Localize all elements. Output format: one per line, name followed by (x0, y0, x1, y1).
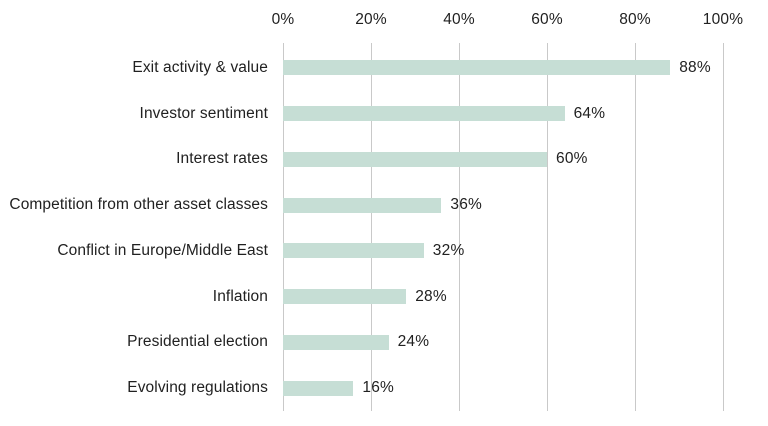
bar (283, 60, 671, 76)
bar (283, 243, 424, 259)
category-label: Presidential election (127, 333, 268, 351)
bar-zone: 60% (283, 150, 588, 168)
value-label: 60% (556, 150, 588, 168)
bar-zone: 28% (283, 288, 447, 306)
category-label: Interest rates (176, 150, 268, 168)
gridline (459, 43, 460, 411)
bar-zone: 24% (283, 333, 429, 351)
chart-row: Competition from other asset classes 36% (0, 182, 768, 228)
x-axis-tick-label: 60% (531, 11, 563, 28)
bar-zone: 36% (283, 196, 482, 214)
bar (283, 197, 442, 213)
category-label: Evolving regulations (127, 379, 268, 397)
plot-area (283, 43, 724, 411)
value-label: 64% (573, 104, 606, 122)
x-axis-tick-label: 20% (355, 11, 387, 28)
bar-zone: 16% (283, 379, 394, 397)
x-axis-tick-label: 100% (702, 11, 744, 28)
category-label: Conflict in Europe/Middle East (57, 241, 268, 259)
value-label: 24% (397, 333, 430, 351)
bar-zone: 64% (283, 105, 605, 123)
category-label: Competition from other asset classes (9, 196, 268, 214)
gridline (635, 43, 636, 411)
gridline (283, 43, 284, 411)
bar-zone: 88% (283, 59, 711, 77)
bar (283, 289, 407, 305)
bar (283, 380, 354, 396)
gridline (547, 43, 548, 411)
x-axis: 0% 20% 40% 60% 80% 100% (272, 11, 743, 31)
chart-row: Conflict in Europe/Middle East 32% (0, 228, 768, 274)
chart-rows: Exit activity & value 88% Investor sentime… (0, 45, 768, 411)
category-label: Investor sentiment (139, 104, 268, 122)
chart-row: Interest rates 60% (0, 137, 768, 183)
value-label: 16% (362, 379, 395, 397)
bar (283, 106, 565, 122)
gridline (723, 43, 724, 411)
bar-zone: 32% (283, 242, 464, 260)
value-label: 28% (415, 287, 447, 305)
x-axis-tick-label: 0% (271, 11, 295, 28)
category-label: Exit activity & value (132, 58, 268, 76)
gridline (371, 43, 372, 411)
value-label: 32% (432, 241, 465, 259)
bar (283, 151, 547, 167)
value-label: 36% (450, 196, 483, 214)
chart-row: Presidential election 24% (0, 320, 768, 366)
x-axis-tick-label: 80% (619, 11, 651, 28)
chart-row: Inflation 28% (0, 274, 768, 320)
x-axis-tick-label: 40% (443, 11, 475, 28)
bar (283, 334, 389, 350)
chart-row: Exit activity & value 88% (0, 45, 768, 91)
category-label: Inflation (212, 287, 268, 305)
chart-row: Evolving regulations 16% (0, 365, 768, 411)
chart-row: Investor sentiment 64% (0, 91, 768, 137)
value-label: 88% (679, 58, 711, 76)
